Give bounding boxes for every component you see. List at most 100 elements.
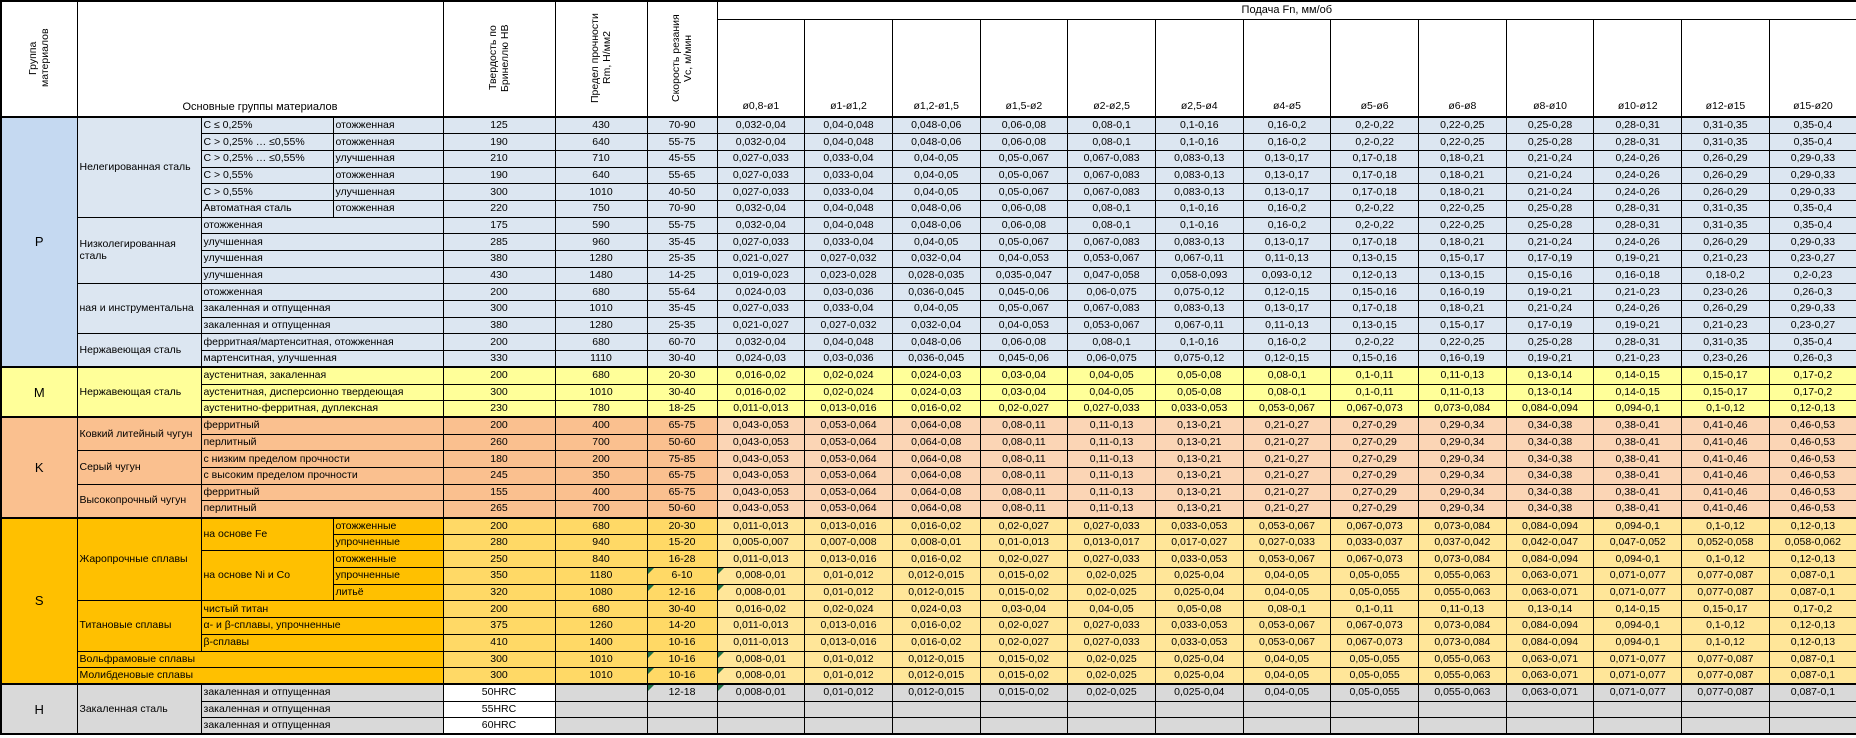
feed-cell[interactable]: 0,17-0,18: [1330, 233, 1419, 251]
strength-cell[interactable]: 1010: [554, 183, 648, 201]
feed-cell[interactable]: 0,025-0,04: [1154, 650, 1244, 669]
feed-cell[interactable]: 0,41-0,46: [1681, 433, 1770, 452]
speed-cell[interactable]: 25-35: [646, 250, 718, 268]
speed-cell[interactable]: [646, 717, 718, 735]
feed-cell[interactable]: 0,17-0,18: [1330, 183, 1419, 201]
feed-cell[interactable]: 0,13-0,21: [1154, 483, 1244, 502]
feed-cell[interactable]: 0,016-0,02: [891, 400, 981, 418]
feed-cell[interactable]: 0,067-0,083: [1067, 233, 1156, 251]
feed-cell[interactable]: 0,1-0,11: [1330, 366, 1419, 385]
hardness-cell[interactable]: 55HRC: [442, 700, 556, 719]
feed-cell[interactable]: 0,077-0,087: [1681, 650, 1770, 669]
feed-cell[interactable]: 0,06-0,08: [979, 133, 1069, 151]
hardness-cell[interactable]: 320: [442, 583, 556, 602]
feed-cell[interactable]: 0,02-0,027: [979, 617, 1069, 635]
hardness-cell[interactable]: 180: [442, 450, 556, 468]
feed-cell[interactable]: 0,05-0,067: [979, 166, 1069, 185]
material-cell[interactable]: с низким пределом прочности: [200, 450, 444, 468]
feed-cell[interactable]: 0,01-0,012: [804, 667, 893, 685]
feed-cell[interactable]: 0,063-0,071: [1505, 567, 1595, 585]
material-cell[interactable]: Нелегированная сталь: [76, 115, 202, 218]
feed-cell[interactable]: 0,04-0,048: [804, 216, 893, 235]
feed-cell[interactable]: 0,13-0,15: [1418, 266, 1507, 285]
material-cell[interactable]: Серый чугун: [76, 450, 202, 485]
feed-cell[interactable]: 0,19-0,21: [1505, 350, 1595, 368]
feed-cell[interactable]: 0,17-0,18: [1330, 149, 1419, 168]
feed-cell[interactable]: [1067, 700, 1156, 719]
feed-cell[interactable]: 0,063-0,071: [1505, 650, 1595, 669]
feed-cell[interactable]: 0,18-0,21: [1418, 300, 1507, 318]
feed-cell[interactable]: 0,013-0,016: [804, 633, 893, 652]
feed-cell[interactable]: 0,29-0,34: [1418, 466, 1507, 485]
feed-cell[interactable]: 0,053-0,067: [1242, 516, 1332, 535]
strength-cell[interactable]: 1010: [554, 667, 648, 685]
material-cell[interactable]: β-сплавы: [200, 633, 444, 652]
speed-cell[interactable]: 30-40: [646, 383, 718, 402]
feed-cell[interactable]: 0,24-0,26: [1593, 300, 1683, 318]
feed-cell[interactable]: 0,094-0,1: [1593, 633, 1683, 652]
feed-cell[interactable]: 0,05-0,08: [1154, 383, 1244, 402]
feed-cell[interactable]: 0,024-0,03: [891, 600, 981, 619]
feed-cell[interactable]: 0,18-0,21: [1418, 183, 1507, 201]
feed-cell[interactable]: 0,071-0,077: [1593, 683, 1683, 702]
strength-cell[interactable]: 1080: [554, 583, 648, 602]
feed-cell[interactable]: 0,073-0,084: [1418, 400, 1507, 418]
feed-cell[interactable]: 0,012-0,015: [891, 667, 981, 685]
feed-cell[interactable]: 0,064-0,08: [891, 500, 981, 518]
feed-cell[interactable]: 0,015-0,02: [979, 683, 1069, 702]
speed-cell[interactable]: 65-75: [646, 466, 718, 485]
feed-cell[interactable]: 0,11-0,13: [1418, 600, 1507, 619]
feed-cell[interactable]: 0,016-0,02: [891, 516, 981, 535]
feed-cell[interactable]: 0,11-0,13: [1067, 483, 1156, 502]
feed-cell[interactable]: 0,016-0,02: [891, 633, 981, 652]
feed-cell[interactable]: 0,26-0,29: [1681, 183, 1770, 201]
feed-cell[interactable]: 0,11-0,13: [1418, 366, 1507, 385]
strength-cell[interactable]: 1010: [554, 383, 648, 402]
feed-cell[interactable]: 0,016-0,02: [716, 366, 806, 385]
strength-cell[interactable]: 200: [554, 450, 648, 468]
feed-cell[interactable]: 0,027-0,033: [716, 233, 806, 251]
feed-cell[interactable]: 0,048-0,06: [891, 216, 981, 235]
material-cell[interactable]: Молибденовые сплавы: [76, 667, 444, 685]
feed-cell[interactable]: 0,033-0,053: [1154, 400, 1244, 418]
feed-cell[interactable]: 0,26-0,29: [1681, 300, 1770, 318]
feed-cell[interactable]: 0,075-0,12: [1154, 350, 1244, 368]
feed-cell[interactable]: 0,21-0,24: [1505, 149, 1595, 168]
feed-cell[interactable]: 0,12-0,13: [1768, 516, 1856, 535]
feed-cell[interactable]: 0,064-0,08: [891, 416, 981, 435]
strength-cell[interactable]: 680: [554, 283, 648, 302]
feed-cell[interactable]: 0,25-0,28: [1505, 116, 1595, 135]
feed-cell[interactable]: 0,08-0,11: [979, 416, 1069, 435]
hardness-cell[interactable]: 125: [442, 116, 556, 135]
feed-cell[interactable]: 0,13-0,14: [1505, 600, 1595, 619]
feed-cell[interactable]: 0,24-0,26: [1593, 233, 1683, 251]
feed-cell[interactable]: 0,011-0,013: [716, 400, 806, 418]
feed-cell[interactable]: 0,013-0,016: [804, 550, 893, 569]
feed-col-header[interactable]: ø1,2-ø1,5: [891, 18, 981, 118]
feed-cell[interactable]: 0,06-0,075: [1067, 283, 1156, 302]
feed-cell[interactable]: 0,024-0,03: [891, 383, 981, 402]
feed-cell[interactable]: 0,29-0,34: [1418, 433, 1507, 452]
feed-cell[interactable]: 0,2-0,22: [1330, 199, 1419, 218]
speed-cell[interactable]: 20-30: [646, 366, 718, 385]
hardness-column-header[interactable]: Твердость по Бринеллю HB: [442, 0, 556, 118]
material-cell[interactable]: с высоким пределом прочности: [200, 466, 444, 485]
hardness-cell[interactable]: 300: [442, 667, 556, 685]
feed-cell[interactable]: 0,1-0,11: [1330, 383, 1419, 402]
feed-cell[interactable]: 0,045-0,06: [979, 350, 1069, 368]
feed-cell[interactable]: 0,043-0,053: [716, 450, 806, 468]
feed-cell[interactable]: 0,067-0,083: [1067, 166, 1156, 185]
feed-cell[interactable]: 0,08-0,1: [1067, 199, 1156, 218]
feed-cell[interactable]: 0,21-0,24: [1505, 233, 1595, 251]
feed-cell[interactable]: 0,35-0,4: [1768, 133, 1856, 151]
feed-cell[interactable]: 0,064-0,08: [891, 466, 981, 485]
feed-cell[interactable]: 0,2-0,22: [1330, 333, 1419, 352]
feed-cell[interactable]: 0,064-0,08: [891, 450, 981, 468]
speed-cell[interactable]: 75-85: [646, 450, 718, 468]
speed-cell[interactable]: 6-10: [646, 567, 718, 585]
feed-cell[interactable]: 0,18-0,21: [1418, 233, 1507, 251]
feed-cell[interactable]: 0,013-0,016: [804, 400, 893, 418]
feed-cell[interactable]: 0,1-0,16: [1154, 199, 1244, 218]
hardness-cell[interactable]: 200: [442, 333, 556, 352]
feed-cell[interactable]: [1505, 700, 1595, 719]
